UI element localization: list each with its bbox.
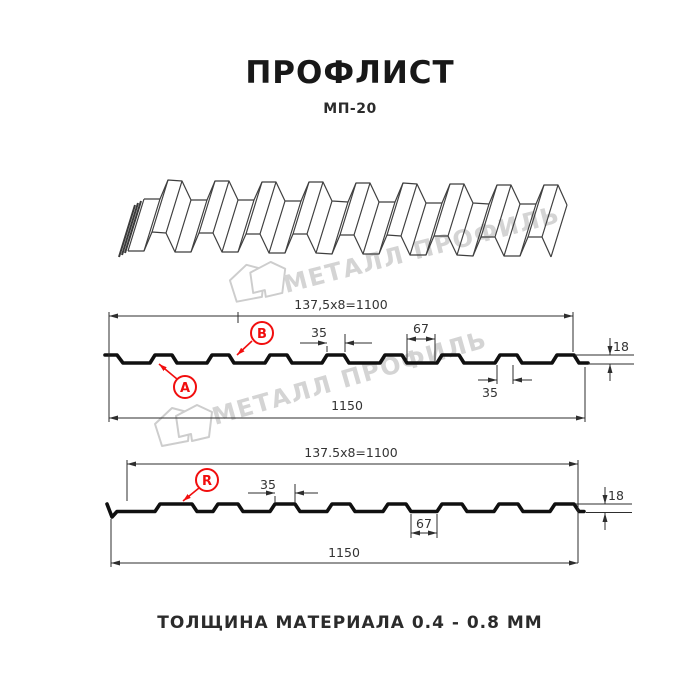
callout-a: A — [158, 363, 197, 399]
label-r: R — [202, 474, 212, 489]
callout-b: B — [236, 321, 274, 356]
dim-rib-base-width-a: 35 — [482, 385, 498, 400]
profile-view-side-r: 137.5x8=1100 35 67 18 1150 R — [105, 445, 632, 567]
metal-profil-logo-icon — [228, 260, 287, 303]
page-title: ПРОФЛИСТ — [245, 55, 455, 91]
sheet-3d-view — [118, 179, 568, 258]
profile-cross-section-a — [103, 353, 590, 365]
material-thickness-note: ТОЛЩИНА МАТЕРИАЛА 0.4 - 0.8 ММ — [157, 613, 543, 633]
dim-rib-top-width-a: 35 — [311, 325, 327, 340]
sheet-cut-edge — [118, 200, 142, 258]
label-b: B — [257, 327, 267, 342]
dim-flat-width-a: 67 — [413, 321, 429, 336]
label-a: A — [180, 381, 190, 396]
dim-overall-width-r: 1150 — [328, 545, 360, 560]
dim-pitch-a: 137,5x8=1100 — [294, 297, 387, 312]
dim-flat-width-r: 67 — [416, 516, 432, 531]
profile-model: МП-20 — [323, 101, 377, 117]
profile-view-side-a: 137,5x8=1100 35 67 18 35 1150 — [103, 297, 634, 422]
sheet-rib-edges — [127, 179, 568, 258]
dim-pitch-r: 137.5x8=1100 — [304, 445, 397, 460]
dim-height-r: 18 — [608, 488, 624, 503]
dim-rib-top-width-r: 35 — [260, 477, 276, 492]
dim-overall-width-a: 1150 — [331, 398, 363, 413]
profile-cross-section-r — [105, 502, 586, 519]
metal-profil-logo-icon — [154, 404, 213, 447]
callout-r: R — [182, 468, 219, 502]
dim-height-a: 18 — [613, 339, 629, 354]
